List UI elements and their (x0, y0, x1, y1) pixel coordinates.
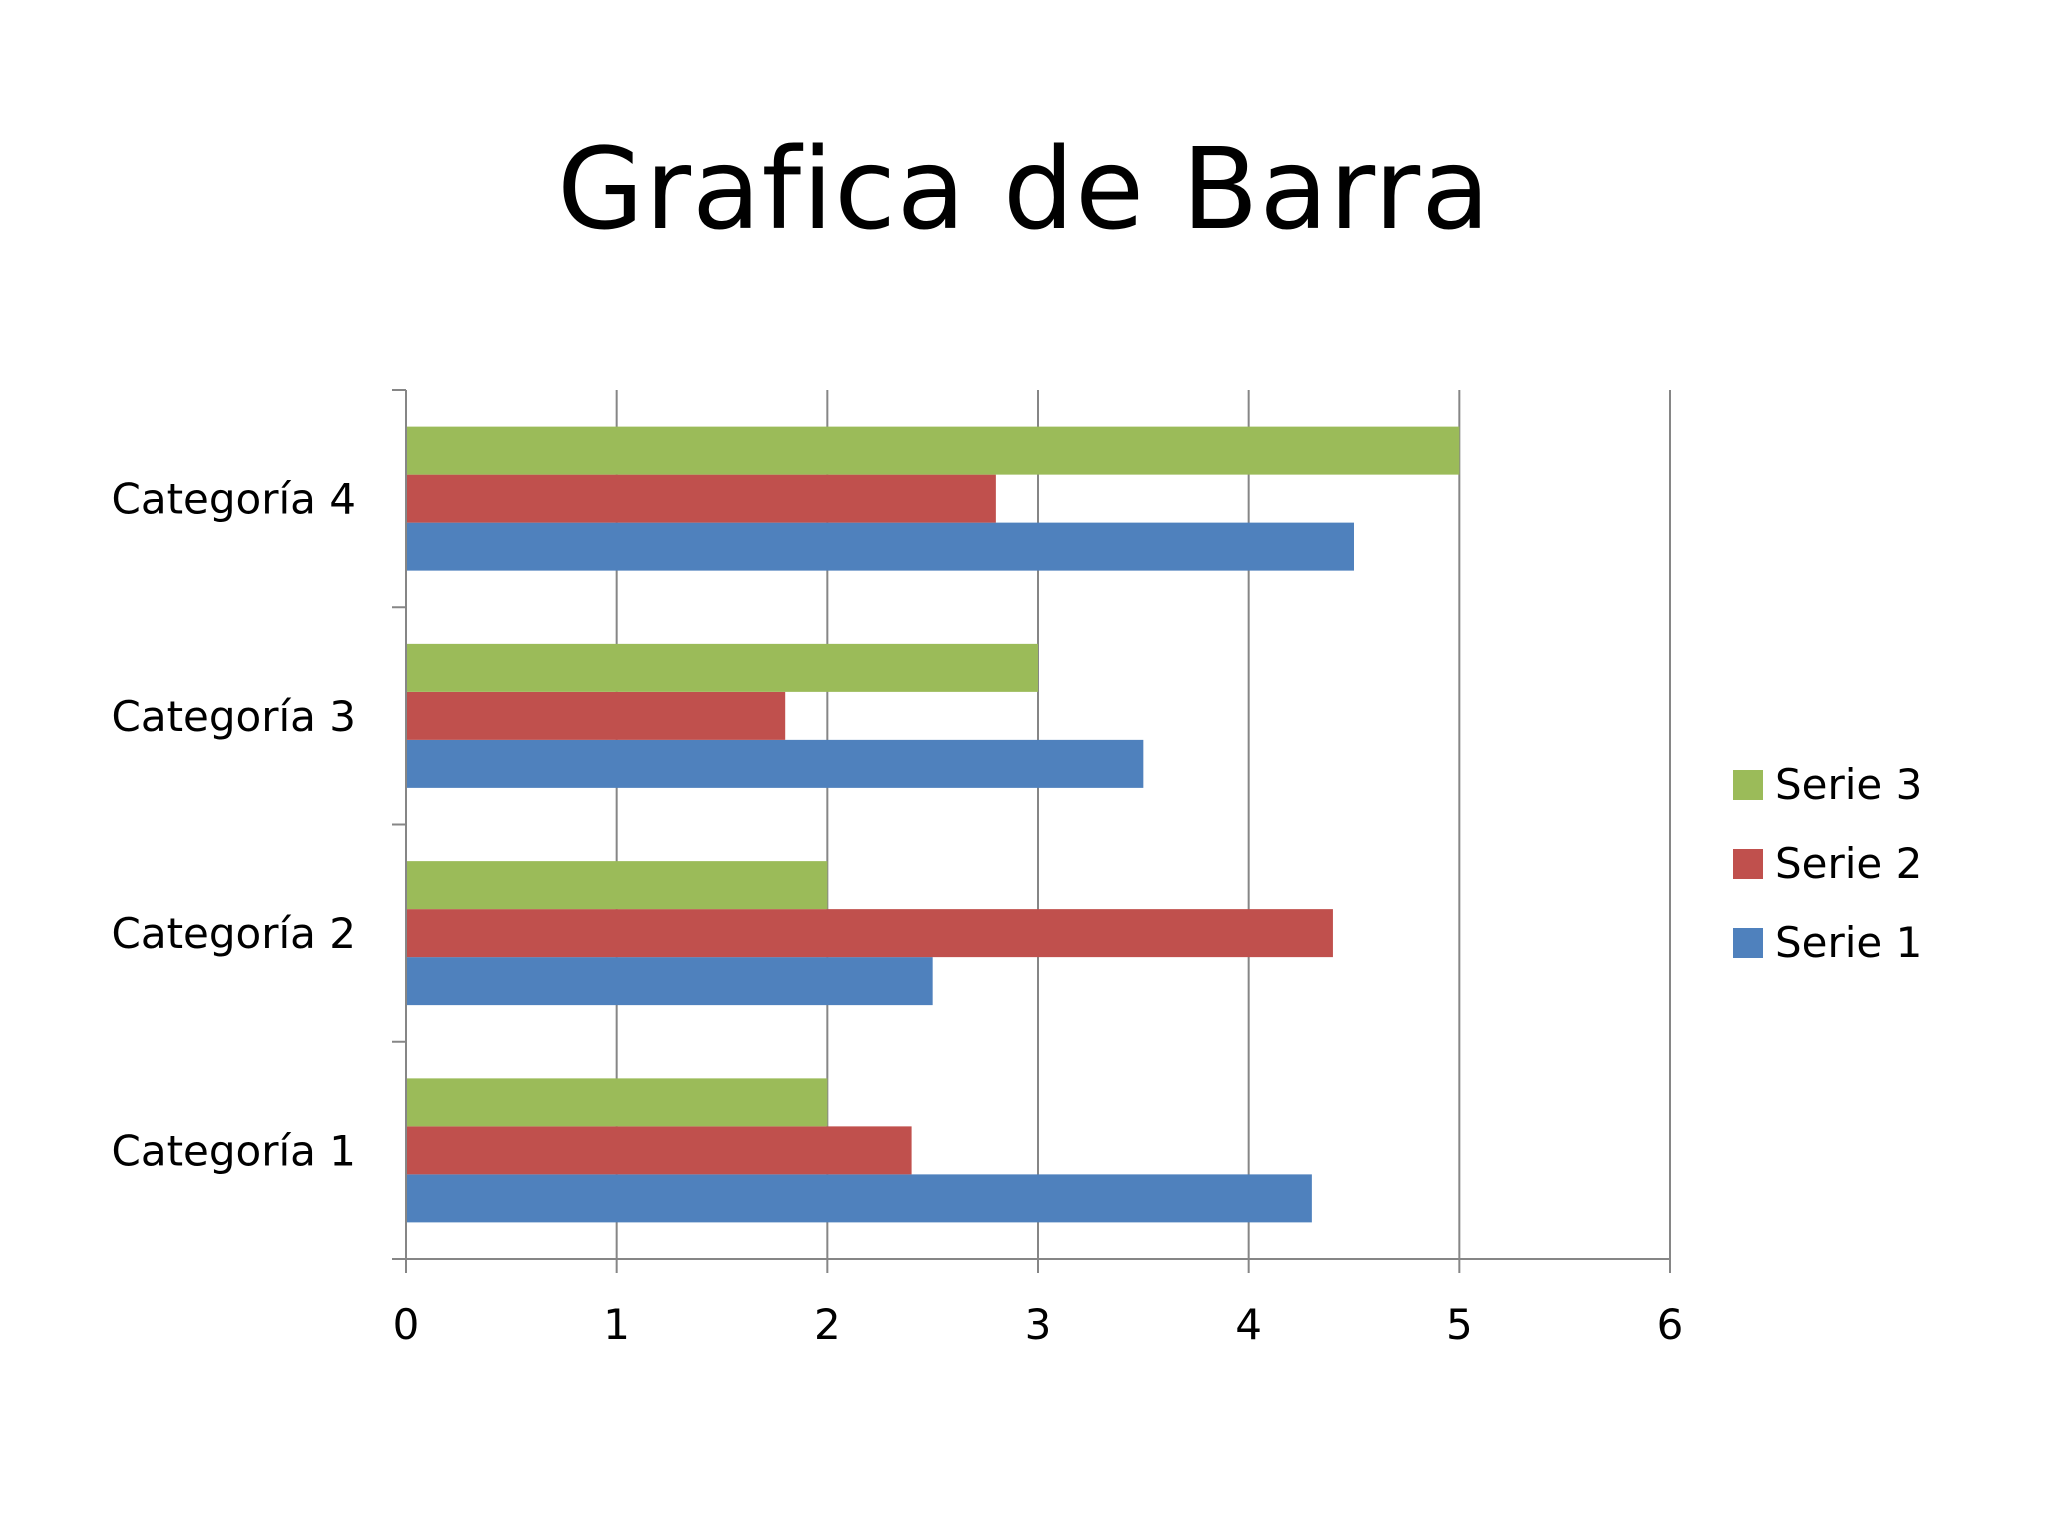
legend-label: Serie 1 (1775, 918, 1922, 967)
chart-title: Grafica de Barra (557, 125, 1491, 255)
bar-serie-1-cat-1 (406, 1174, 1312, 1223)
bar-serie-2-cat-2 (406, 909, 1333, 958)
legend-label: Serie 3 (1775, 760, 1922, 809)
category-label: Categoría 1 (112, 1126, 356, 1175)
bar-serie-3-cat-1 (406, 1078, 828, 1127)
legend-swatch-serie-1 (1733, 928, 1763, 958)
bars (406, 426, 1460, 1223)
x-tick-label: 4 (1235, 1300, 1262, 1349)
legend-swatch-serie-2 (1733, 849, 1763, 879)
bar-serie-1-cat-2 (406, 957, 933, 1006)
x-tick-labels: 0 1 2 3 4 5 6 (393, 1300, 1684, 1349)
bar-serie-1-cat-3 (406, 739, 1144, 788)
x-tick-label: 5 (1446, 1300, 1473, 1349)
legend-swatch-serie-3 (1733, 770, 1763, 800)
x-tick-label: 3 (1025, 1300, 1052, 1349)
category-label: Categoría 2 (112, 909, 356, 958)
bar-serie-3-cat-3 (406, 643, 1038, 692)
bar-serie-1-cat-4 (406, 522, 1354, 571)
x-tick-label: 6 (1657, 1300, 1684, 1349)
bar-serie-2-cat-4 (406, 474, 996, 523)
axes (392, 389, 1671, 1273)
x-tick-label: 2 (814, 1300, 841, 1349)
x-tick-label: 0 (393, 1300, 420, 1349)
category-labels: Categoría 1 Categoría 2 Categoría 3 Categor… (112, 475, 356, 1176)
bar-serie-3-cat-2 (406, 861, 828, 910)
bar-serie-2-cat-1 (406, 1126, 912, 1175)
category-label: Categoría 4 (112, 475, 356, 524)
legend-label: Serie 2 (1775, 839, 1922, 888)
legend: Serie 3 Serie 2 Serie 1 (1733, 760, 1922, 967)
category-label: Categoría 3 (112, 692, 356, 741)
bar-serie-3-cat-4 (406, 426, 1460, 475)
x-tick-label: 1 (603, 1300, 630, 1349)
bar-serie-2-cat-3 (406, 691, 786, 740)
